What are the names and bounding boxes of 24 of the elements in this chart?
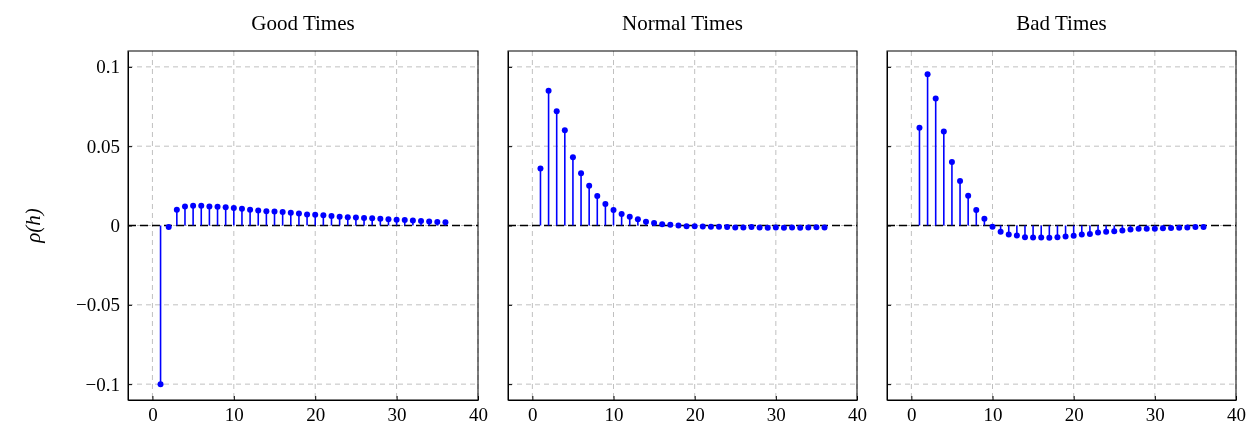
- y-axis-title: ρ(h): [21, 208, 45, 244]
- y-tick-label: −0.05: [76, 294, 120, 316]
- chart-title: Good Times: [251, 11, 355, 35]
- x-tick-label: 0: [907, 404, 917, 426]
- chart-title: Bad Times: [1016, 11, 1107, 35]
- x-tick-label: 40: [469, 404, 488, 426]
- x-tick-label: 10: [604, 404, 624, 426]
- y-tick-label: 0: [110, 215, 120, 237]
- x-tick-label: 10: [983, 404, 1003, 426]
- y-tick-label: 0.05: [86, 135, 120, 157]
- x-tick-label: 40: [1227, 404, 1246, 426]
- x-tick-label: 0: [528, 404, 538, 426]
- x-tick-label: 0: [148, 404, 158, 426]
- x-tick-label: 20: [306, 404, 326, 426]
- y-tick-label: −0.1: [85, 373, 120, 395]
- x-tick-label: 10: [224, 404, 244, 426]
- x-tick-label: 30: [766, 404, 786, 426]
- x-tick-label: 30: [1145, 404, 1165, 426]
- x-tick-label: 30: [387, 404, 407, 426]
- x-tick-label: 40: [848, 404, 867, 426]
- x-tick-label: 20: [685, 404, 705, 426]
- x-tick-label: 20: [1064, 404, 1084, 426]
- chart-title: Normal Times: [622, 11, 743, 35]
- y-tick-label: 0.1: [96, 56, 120, 78]
